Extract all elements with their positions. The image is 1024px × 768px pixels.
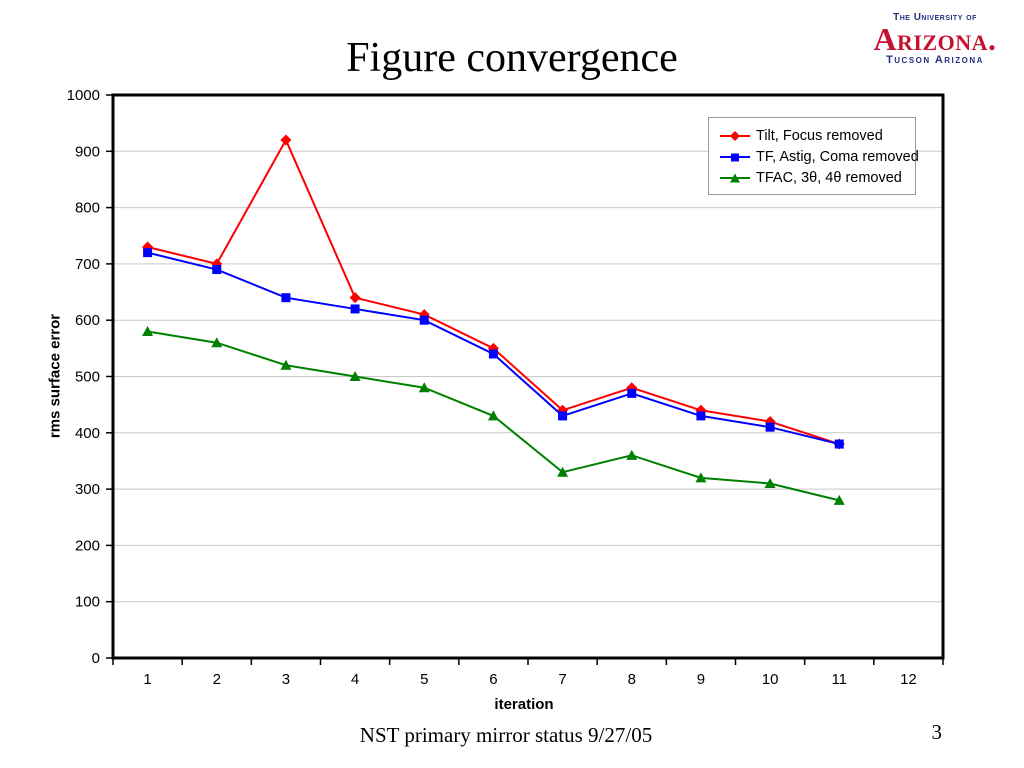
x-axis-tick-label: 10 <box>762 671 779 688</box>
data-point-marker <box>211 337 223 348</box>
university-of-arizona-logo: The University of Arizona. Tucson Arizon… <box>860 12 1010 67</box>
x-axis-tick-label: 5 <box>420 671 428 688</box>
footer-status-text: NST primary mirror status 9/27/05 <box>359 723 653 747</box>
y-axis-tick-label: 1000 <box>67 87 100 104</box>
legend-shape <box>730 130 740 141</box>
data-point-marker <box>349 371 361 381</box>
legend-marker-triangle-icon <box>720 173 750 182</box>
y-axis-tick-label: 800 <box>75 200 100 217</box>
page-title: Figure convergence <box>346 35 678 81</box>
logo-bottom-text: Tucson Arizona <box>886 53 984 66</box>
data-point-marker <box>834 439 844 449</box>
legend-item-tfac: TFAC, 3θ, 4θ removed <box>719 167 907 188</box>
data-point-marker <box>765 422 775 432</box>
data-point-marker <box>349 292 361 304</box>
data-point-marker <box>833 494 845 505</box>
legend-marker-square-icon <box>720 153 750 161</box>
data-point-marker <box>764 477 776 488</box>
x-axis-tick-label: 12 <box>900 671 917 688</box>
data-point-marker <box>695 472 707 483</box>
x-axis-tick-label: 7 <box>558 671 566 688</box>
data-point-marker <box>696 411 706 421</box>
data-point-marker <box>212 265 222 275</box>
legend-label: Tilt, Focus removed <box>756 127 883 144</box>
y-axis-tick-label: 600 <box>75 312 100 329</box>
data-point-marker <box>281 293 291 303</box>
y-axis-tick-label: 700 <box>75 256 100 273</box>
data-point-marker <box>626 449 638 460</box>
data-point-marker <box>419 315 429 325</box>
x-axis-tick-label: 4 <box>351 671 359 688</box>
legend-marker-diamond-icon <box>720 130 750 141</box>
y-axis-tick-label: 200 <box>75 537 100 554</box>
data-point-marker <box>280 134 292 146</box>
data-point-marker <box>143 248 153 258</box>
plot-border <box>111 93 945 660</box>
logo-wordmark: Arizona. <box>873 20 997 57</box>
x-axis-tick-label: 6 <box>489 671 497 688</box>
legend-shape <box>730 173 740 182</box>
y-axis-tick-label: 400 <box>75 425 100 442</box>
y-axis-tick-label: 900 <box>75 143 100 160</box>
x-axis-tick-label: 3 <box>282 671 290 688</box>
legend-label: TF, Astig, Coma removed <box>756 148 919 165</box>
legend-item-tf-astig-coma: TF, Astig, Coma removed <box>719 146 919 167</box>
x-axis-tick-label: 1 <box>143 671 151 688</box>
x-axis-title: iteration <box>494 696 554 713</box>
logo-top-text: The University of <box>893 12 977 23</box>
legend-item-tilt-focus: Tilt, Focus removed <box>719 125 907 146</box>
data-point-marker <box>627 388 637 398</box>
legend-shape <box>731 153 739 161</box>
x-axis-tick-label: 9 <box>697 671 705 688</box>
data-point-marker <box>487 410 499 421</box>
y-axis-tick-label: 500 <box>75 369 100 386</box>
x-axis-tick-label: 2 <box>213 671 221 688</box>
legend-label: TFAC, 3θ, 4θ removed <box>756 169 902 186</box>
data-point-marker <box>557 466 569 477</box>
data-point-marker <box>488 349 498 359</box>
data-point-marker <box>350 304 360 314</box>
y-axis-tick-label: 300 <box>75 481 100 498</box>
y-axis-tick-label: 0 <box>92 650 100 667</box>
data-point-marker <box>418 382 430 393</box>
page-number: 3 <box>931 720 943 744</box>
y-axis-title: rms surface error <box>46 313 64 439</box>
data-point-marker <box>142 325 154 336</box>
x-axis-tick-label: 8 <box>628 671 636 688</box>
data-point-marker <box>558 411 568 421</box>
chart-legend: Tilt, Focus removed TF, Astig, Coma remo… <box>708 117 919 195</box>
y-axis-tick-label: 100 <box>75 594 100 611</box>
x-axis-tick-label: 11 <box>831 671 847 688</box>
data-point-marker <box>280 359 292 370</box>
